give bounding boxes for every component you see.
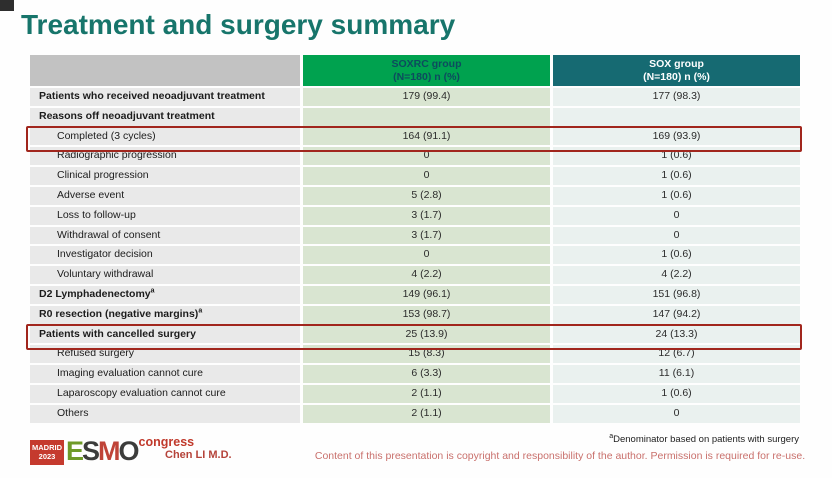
table-header-row: SOXRC group (N=180) n (%) SOX group (N=1… (30, 55, 800, 86)
soxrc-value: 0 (303, 246, 550, 265)
soxrc-value: 149 (96.1) (303, 285, 550, 304)
soxrc-value: 179 (99.4) (303, 88, 550, 106)
footnote-text: Denominator based on patients with surge… (613, 434, 799, 446)
table-body: Patients who received neoadjuvant treatm… (30, 88, 800, 423)
sox-value: 1 (0.6) (553, 384, 800, 403)
table-row: R0 resection (negative margins)a 153 (98.… (30, 305, 800, 324)
table-row: Completed (3 cycles) 164 (91.1) 169 (93.9) (30, 127, 800, 146)
header-sox-line1: SOX group (649, 57, 704, 70)
sox-value: 177 (98.3) (553, 88, 800, 106)
header-sox-line2: (N=180) n (%) (643, 70, 710, 83)
row-label: Laparoscopy evaluation cannot cure (30, 384, 300, 403)
sox-value: 24 (13.3) (553, 325, 800, 344)
row-label: Completed (3 cycles) (30, 127, 300, 146)
table-row: Adverse event 5 (2.8) 1 (0.6) (30, 186, 800, 205)
esmo-letter-e: E (66, 436, 84, 466)
row-label: Patients with cancelled surgery (30, 325, 300, 344)
table-row: Reasons off neoadjuvant treatment (30, 107, 800, 126)
summary-table: SOXRC group (N=180) n (%) SOX group (N=1… (26, 55, 802, 425)
row-label: Imaging evaluation cannot cure (30, 365, 300, 383)
table-row: D2 Lymphadenectomya 149 (96.1) 151 (96.8) (30, 285, 800, 304)
row-label: Refused surgery (30, 345, 300, 364)
table-row: Refused surgery 15 (8.3) 12 (6.7) (30, 345, 800, 364)
sox-value: 151 (96.8) (553, 285, 800, 304)
row-label: D2 Lymphadenectomya (30, 285, 300, 304)
header-soxrc-group: SOXRC group (N=180) n (%) (303, 55, 550, 86)
page-title: Treatment and surgery summary (21, 9, 456, 40)
row-label: Adverse event (30, 186, 300, 205)
row-label: Withdrawal of consent (30, 226, 300, 245)
copyright-notice: Content of this presentation is copyrigh… (314, 450, 806, 462)
soxrc-value: 3 (1.7) (303, 226, 550, 245)
esmo-letter-o: O (118, 436, 140, 466)
sox-value: 1 (0.6) (553, 147, 800, 166)
sox-value: 1 (0.6) (553, 167, 800, 185)
footnote-marker: a (609, 433, 614, 440)
soxrc-value: 15 (8.3) (303, 345, 550, 364)
soxrc-value: 2 (1.1) (303, 404, 550, 423)
table-row: Patients who received neoadjuvant treatm… (30, 88, 800, 106)
sox-value: 0 (553, 404, 800, 423)
sox-value: 11 (6.1) (553, 365, 800, 383)
soxrc-value: 25 (13.9) (303, 325, 550, 344)
soxrc-value: 0 (303, 167, 550, 185)
soxrc-value: 3 (1.7) (303, 206, 550, 225)
table-row: Laparoscopy evaluation cannot cure 2 (1.1… (30, 384, 800, 403)
sox-value: 1 (0.6) (553, 186, 800, 205)
esmo-letter-m: M (98, 436, 120, 466)
row-label: Investigator decision (30, 246, 300, 265)
table-row: Investigator decision 0 1 (0.6) (30, 246, 800, 265)
sox-value: 12 (6.7) (553, 345, 800, 364)
year-label: 2023 (38, 451, 56, 461)
table-row: Patients with cancelled surgery 25 (13.9)… (30, 325, 800, 344)
soxrc-value: 2 (1.1) (303, 384, 550, 403)
table-row: Clinical progression 0 1 (0.6) (30, 167, 800, 185)
sox-value: 169 (93.9) (553, 127, 800, 146)
row-label: Reasons off neoadjuvant treatment (30, 107, 300, 126)
sox-value (553, 107, 800, 126)
row-label: Loss to follow-up (30, 206, 300, 225)
soxrc-value: 153 (98.7) (303, 305, 550, 324)
soxrc-value (303, 107, 550, 126)
footnote: aDenominator based on patients with surg… (609, 433, 799, 445)
table-row: Loss to follow-up 3 (1.7) 0 (30, 206, 800, 225)
congress-label: congress (138, 435, 195, 449)
table-row: Radiographic progression 0 1 (0.6) (30, 147, 800, 166)
header-soxrc-line1: SOXRC group (391, 57, 462, 70)
sox-value: 4 (2.2) (553, 266, 800, 284)
header-blank-cell (30, 55, 300, 86)
row-label: Others (30, 404, 300, 423)
table-row: Voluntary withdrawal 4 (2.2) 4 (2.2) (30, 266, 800, 284)
table-row: Imaging evaluation cannot cure 6 (3.3) 11 … (30, 365, 800, 383)
soxrc-value: 4 (2.2) (303, 266, 550, 284)
sox-value: 147 (94.2) (553, 305, 800, 324)
esmo-letter-s: S (82, 436, 100, 466)
header-soxrc-line2: (N=180) n (%) (393, 70, 460, 83)
madrid-label: MADRID (32, 443, 62, 452)
row-label: Voluntary withdrawal (30, 266, 300, 284)
table-row: Others 2 (1.1) 0 (30, 404, 800, 423)
presenter-name: Chen LI M.D. (165, 449, 232, 461)
header-sox-group: SOX group (N=180) n (%) (553, 55, 800, 86)
sox-value: 0 (553, 226, 800, 245)
soxrc-value: 0 (303, 147, 550, 166)
corner-artifact (0, 0, 14, 11)
row-label: Radiographic progression (30, 147, 300, 166)
madrid-2023-badge: MADRID 2023 (30, 440, 64, 465)
sox-value: 0 (553, 206, 800, 225)
row-label: R0 resection (negative margins)a (30, 305, 300, 324)
row-label: Clinical progression (30, 167, 300, 185)
esmo-congress-logo: MADRID 2023 ESMO congress (30, 435, 194, 465)
soxrc-value: 5 (2.8) (303, 186, 550, 205)
row-label: Patients who received neoadjuvant treatm… (30, 88, 300, 106)
table-row: Withdrawal of consent 3 (1.7) 0 (30, 226, 800, 245)
sox-value: 1 (0.6) (553, 246, 800, 265)
soxrc-value: 164 (91.1) (303, 127, 550, 146)
soxrc-value: 6 (3.3) (303, 365, 550, 383)
esmo-wordmark: ESMO (66, 436, 140, 466)
